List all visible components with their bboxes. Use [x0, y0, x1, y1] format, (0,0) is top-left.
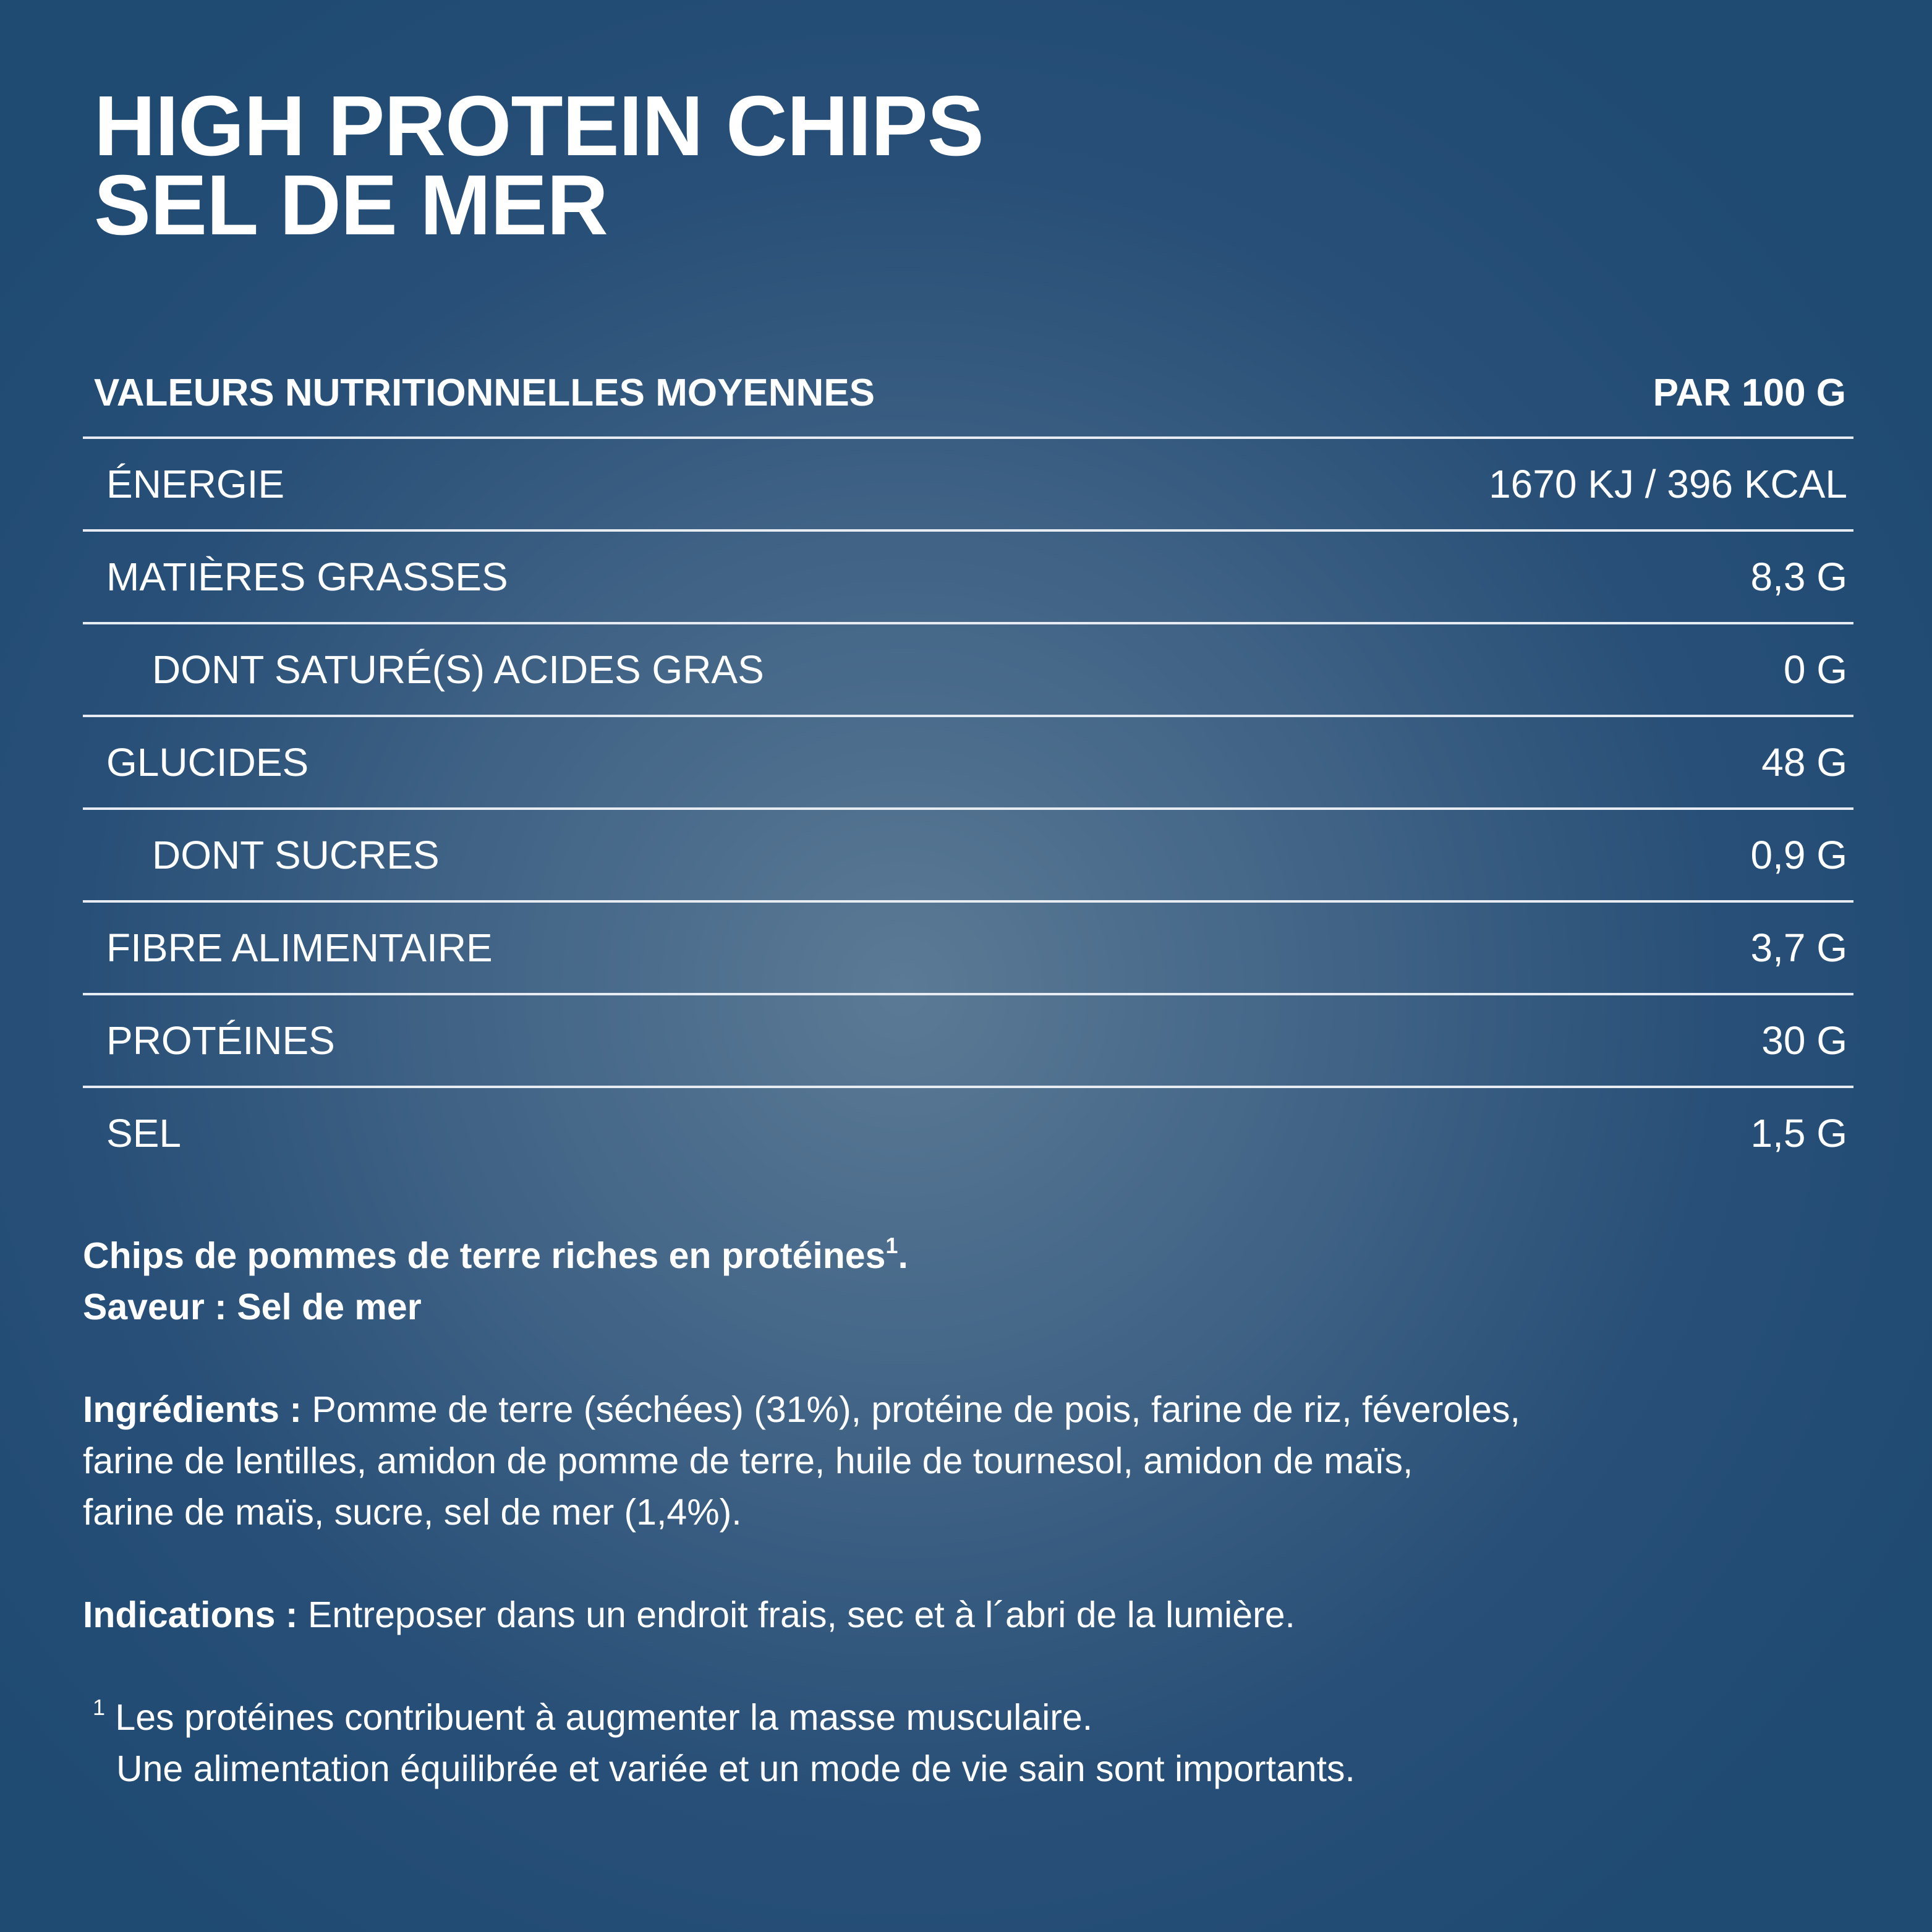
ingredients-line: Pomme de terre (séchées) (31%), protéine… — [302, 1389, 1520, 1430]
ingredients-line: farine de lentilles, amidon de pomme de … — [83, 1440, 1413, 1481]
product-info: Chips de pommes de terre riches en proté… — [83, 1230, 1876, 1795]
row-value: 0 G — [1783, 647, 1847, 692]
row-label: DONT SUCRES — [152, 833, 440, 877]
table-row: DONT SATURÉ(S) ACIDES GRAS 0 G — [83, 622, 1853, 715]
ingredients-label: Ingrédients : — [83, 1389, 302, 1430]
table-row: FIBRE ALIMENTAIRE 3,7 G — [83, 900, 1853, 993]
row-label: PROTÉINES — [106, 1018, 335, 1063]
footnote-line: Une alimentation équilibrée et variée et… — [116, 1748, 1355, 1789]
row-value: 30 G — [1761, 1018, 1847, 1063]
footnote: 1 Les protéines contribuent à augmenter … — [83, 1692, 1876, 1743]
row-label: GLUCIDES — [106, 740, 309, 785]
ingredients-line: farine de maïs, sucre, sel de mer (1,4%)… — [83, 1492, 742, 1533]
ingredients: Ingrédients : Pomme de terre (séchées) (… — [83, 1384, 1876, 1538]
description-text: Chips de pommes de terre riches en proté… — [83, 1235, 886, 1276]
row-value: 0,9 G — [1750, 833, 1847, 877]
table-row: DONT SUCRES 0,9 G — [83, 807, 1853, 900]
header-label: VALEURS NUTRITIONNELLES MOYENNES — [94, 371, 875, 414]
row-value: 1,5 G — [1750, 1111, 1847, 1155]
product-title: HIGH PROTEIN CHIPS SEL DE MER — [94, 79, 984, 253]
description-end: . — [898, 1235, 908, 1276]
table-row: SEL 1,5 G — [83, 1086, 1853, 1178]
table-row: MATIÈRES GRASSES 8,3 G — [83, 529, 1853, 622]
row-label: FIBRE ALIMENTAIRE — [106, 926, 493, 970]
footnote-line: Les protéines contribuent à augmenter la… — [105, 1697, 1093, 1738]
flavour-text: Saveur : Sel de mer — [83, 1287, 422, 1327]
row-value: 8,3 G — [1750, 555, 1847, 599]
title-line-1: HIGH PROTEIN CHIPS — [94, 79, 984, 174]
description: Chips de pommes de terre riches en proté… — [83, 1230, 1876, 1282]
table-row: PROTÉINES 30 G — [83, 993, 1853, 1086]
row-label: SEL — [106, 1111, 181, 1155]
indications-text: Entreposer dans un endroit frais, sec et… — [297, 1594, 1295, 1635]
footnote-ref: 1 — [885, 1233, 898, 1258]
indications: Indications : Entreposer dans un endroit… — [83, 1589, 1876, 1641]
nutrition-table: ÉNERGIE 1670 KJ / 396 KCAL MATIÈRES GRASS… — [83, 436, 1853, 1178]
flavour: Saveur : Sel de mer — [83, 1282, 1876, 1333]
footnote-marker: 1 — [93, 1695, 106, 1720]
header-unit: PAR 100 G — [1653, 371, 1846, 414]
row-value: 3,7 G — [1750, 926, 1847, 970]
table-row: GLUCIDES 48 G — [83, 715, 1853, 807]
row-label: DONT SATURÉ(S) ACIDES GRAS — [152, 647, 764, 692]
row-value: 1670 KJ / 396 KCAL — [1489, 462, 1847, 506]
row-label: ÉNERGIE — [106, 462, 285, 506]
row-label: MATIÈRES GRASSES — [106, 555, 508, 599]
row-value: 48 G — [1761, 740, 1847, 785]
indications-label: Indications : — [83, 1594, 298, 1635]
table-row: ÉNERGIE 1670 KJ / 396 KCAL — [83, 436, 1853, 529]
title-line-2: SEL DE MER — [94, 158, 608, 253]
nutrition-table-header: VALEURS NUTRITIONNELLES MOYENNES PAR 100… — [94, 368, 1846, 417]
